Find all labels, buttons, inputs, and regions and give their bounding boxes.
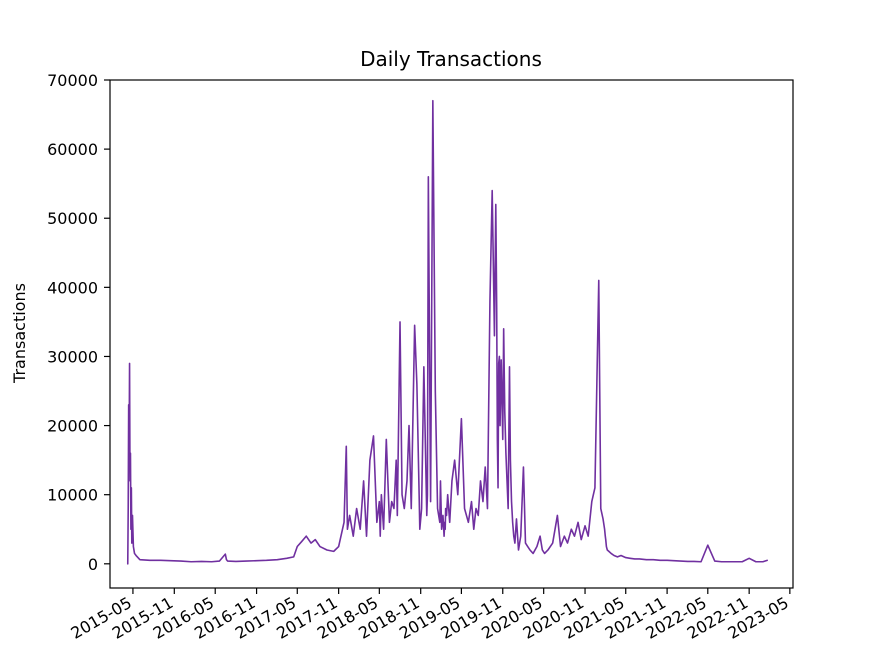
series-line-1 [126,99,768,565]
y-tick-label: 0 [88,555,98,574]
y-tick-label: 60000 [47,140,98,159]
y-tick-label: 10000 [47,486,98,505]
ticks-layer: 0100002000030000400005000060000700002015… [47,71,792,643]
axes-layer [109,79,794,589]
y-tick-label: 40000 [47,278,98,297]
y-tick-label: 50000 [47,209,98,228]
y-axis-label: Transactions [10,283,29,384]
series-layer [126,99,768,565]
plot-frame [109,79,794,589]
y-tick-label: 30000 [47,347,98,366]
y-tick-label: 70000 [47,71,98,90]
y-tick-label: 20000 [47,417,98,436]
chart-title: Daily Transactions [360,47,542,71]
